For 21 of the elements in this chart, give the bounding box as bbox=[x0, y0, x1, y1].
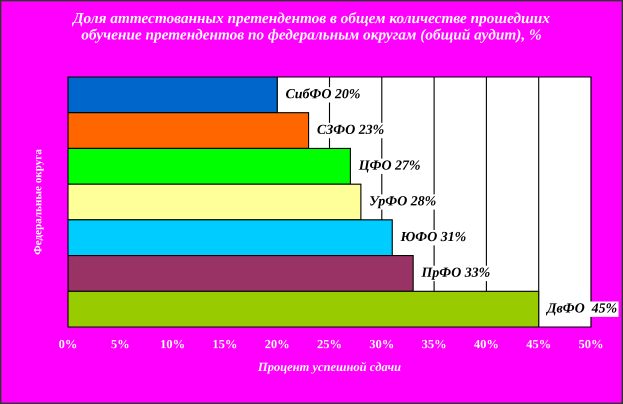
data-label: ЮФО 31% bbox=[400, 232, 466, 242]
x-tick-label: 10% bbox=[161, 340, 184, 348]
x-tick-label: 35% bbox=[422, 340, 446, 348]
x-tick-label: 15% bbox=[213, 340, 236, 348]
data-label: ПрФО 33% bbox=[421, 268, 490, 280]
x-tick-label: 45% bbox=[526, 340, 550, 348]
x-tick-label: 30% bbox=[370, 340, 394, 348]
data-label: СЗФО 23% bbox=[317, 124, 384, 134]
data-label: СибФО 20% bbox=[286, 88, 360, 98]
data-label: ЦФО 27% bbox=[358, 160, 420, 173]
y-axis-title: Федеральные округа bbox=[34, 149, 44, 254]
chart-title: Доля аттестованных претендентов в общем количестве прошедших обучение претендентов по федеральным округам (общий аудит), % bbox=[72, 12, 550, 43]
x-tick-label: 40% bbox=[474, 340, 498, 348]
data-label: УрФО 28% bbox=[370, 196, 436, 208]
x-tick-label: 25% bbox=[318, 340, 341, 348]
x-tick-label: 50% bbox=[579, 340, 602, 348]
x-tick-label: 0% bbox=[59, 340, 76, 348]
x-tick-label: 20% bbox=[265, 340, 289, 348]
data-label: ДвФО 45% bbox=[546, 303, 616, 316]
x-tick-label: 5% bbox=[111, 340, 129, 348]
x-axis-title: Процент успешной сдачи bbox=[258, 362, 401, 374]
